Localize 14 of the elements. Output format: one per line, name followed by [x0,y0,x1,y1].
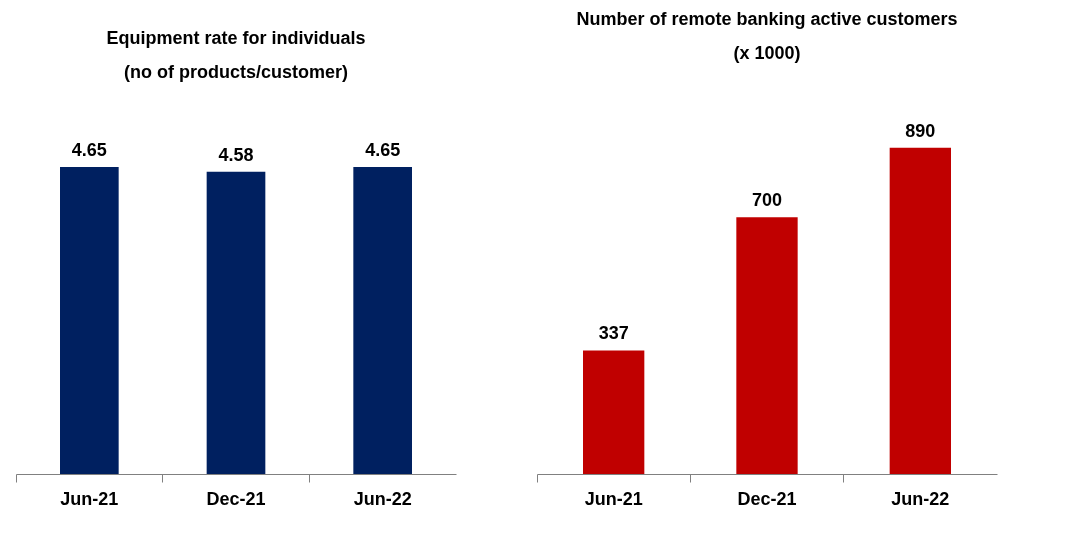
x-tick-label: Jun-22 [891,488,950,509]
data-label: 4.58 [218,144,254,165]
data-label: 337 [598,323,629,344]
chart-title: Equipment rate for individuals (no of products/customer) [106,28,366,83]
data-label: 4.65 [365,140,401,161]
x-tick-label: Dec-21 [206,488,266,509]
x-tick-label: Jun-21 [584,488,643,509]
chart-title: Number of remote banking active customers (x 1000) [576,8,958,63]
x-tick-label: Dec-21 [737,488,797,509]
x-tick-label: Jun-21 [60,488,119,509]
data-label: 700 [751,190,783,211]
x-tick-label: Jun-22 [353,488,412,509]
data-label: 4.65 [71,140,107,161]
data-label: 890 [905,120,936,141]
